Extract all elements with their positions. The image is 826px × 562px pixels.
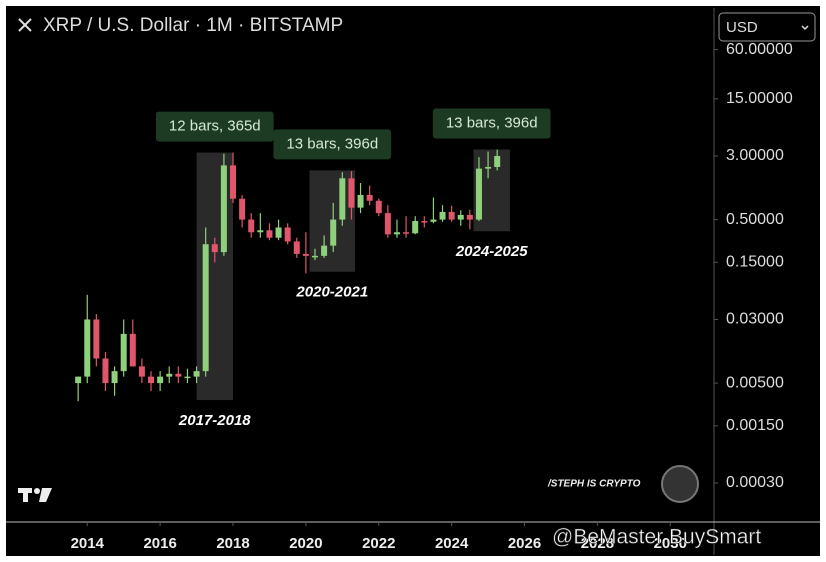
candle-body — [157, 376, 164, 384]
candle-body — [257, 230, 264, 233]
x-tick-label: 2026 — [508, 535, 541, 552]
candles — [75, 149, 501, 402]
author-watermark: /STEPH IS CRYPTO — [547, 479, 641, 490]
x-tick-label: 2022 — [362, 535, 395, 552]
candle-body — [138, 366, 145, 377]
y-tick-label: 0.00500 — [726, 374, 784, 391]
candle-body — [302, 253, 309, 256]
candle-body — [348, 178, 355, 208]
x-tick-label: 2020 — [289, 535, 322, 552]
candle-body — [148, 376, 155, 384]
candle-body — [375, 200, 382, 214]
tv-logo — [18, 488, 52, 502]
candle-body — [330, 219, 337, 246]
candle-body — [211, 244, 218, 253]
candle-body — [220, 165, 227, 253]
candle-body — [230, 165, 237, 199]
period-label: 2024-2025 — [455, 243, 528, 260]
candle-body — [466, 214, 473, 220]
candle-body — [403, 232, 410, 234]
title: XRP / U.S. Dollar · 1M · BITSTAMP — [43, 15, 343, 36]
candle-body — [357, 194, 364, 208]
avatar — [661, 465, 699, 503]
candle-body — [293, 241, 300, 254]
period-label: 2020-2021 — [295, 284, 368, 301]
candle-body — [284, 227, 291, 242]
candle-body — [248, 219, 255, 233]
candle-body — [321, 245, 328, 256]
candle-body — [384, 213, 391, 235]
currency-label: USD — [726, 19, 758, 36]
candle-body — [166, 373, 173, 377]
candle-body — [184, 376, 191, 379]
period-label: 2017-2018 — [178, 412, 251, 429]
y-tick-label: 0.00150 — [726, 417, 784, 434]
candle-body — [439, 211, 446, 220]
candle-body — [494, 155, 501, 167]
candle-body — [485, 166, 492, 169]
candle-body — [175, 373, 182, 377]
annotation-label: 12 bars, 365d — [169, 118, 261, 135]
y-tick-label: 0.03000 — [726, 311, 784, 328]
annotation-label-bg — [432, 108, 551, 139]
overlay-watermark: @BeMaster BuySmart — [552, 526, 761, 549]
x-tick-label: 2028 — [581, 535, 614, 552]
candle-body — [339, 178, 346, 220]
x-tick-label: 2024 — [435, 535, 469, 552]
chevron — [801, 25, 809, 31]
annotation-label: 13 bars, 396d — [286, 135, 378, 152]
candle-body — [421, 221, 428, 223]
annotation-labels: 12 bars, 365d 2017-2018 13 bars, 396d 2020-… — [155, 108, 551, 429]
x-tick-label: 2018 — [216, 535, 249, 552]
candle-body — [93, 319, 100, 359]
annotation-label-bg — [273, 129, 392, 160]
candle-body — [311, 255, 318, 258]
candle-body — [475, 168, 482, 220]
candle-body — [193, 371, 200, 377]
candle-body — [430, 219, 437, 222]
annotations — [196, 149, 510, 401]
plot-area: 60.00000 15.00000 3.00000 0.50000 0.15000 0.0… — [71, 41, 793, 552]
close-icon[interactable] — [18, 18, 32, 32]
candle-body — [120, 333, 127, 372]
candle-body — [102, 358, 109, 384]
candle-body — [84, 319, 91, 377]
candle-body — [448, 211, 455, 220]
overlay: XRP / U.S. Dollar · 1M · BITSTAMP USD /S… — [18, 10, 818, 549]
y-tick-label: 0.50000 — [726, 211, 784, 228]
candle-body — [457, 214, 464, 220]
candle-body — [266, 230, 273, 238]
candle-body — [129, 333, 136, 367]
candle-body — [202, 244, 209, 372]
candle-body — [75, 376, 82, 384]
y-tick-label: 15.00000 — [726, 90, 793, 107]
highlight-box — [196, 152, 234, 401]
candle-body — [393, 232, 400, 235]
annotation-label: 13 bars, 396d — [446, 114, 538, 131]
candle-body — [239, 198, 246, 220]
x-tick-label: 2016 — [143, 535, 176, 552]
candle-body — [111, 371, 118, 384]
currency-select[interactable] — [718, 12, 816, 42]
y-tick-label: 60.00000 — [726, 41, 793, 58]
y-tick-label: 0.15000 — [726, 254, 784, 271]
background — [6, 6, 820, 556]
x-tick-label: 2014 — [71, 535, 105, 552]
candle-body — [412, 221, 419, 234]
candle-body — [366, 194, 373, 201]
candle-body — [275, 227, 282, 238]
x-tick-label: 2030 — [654, 535, 687, 552]
annotation-label-bg — [155, 111, 274, 142]
y-tick-label: 3.00000 — [726, 147, 784, 164]
y-tick-label: 0.00030 — [726, 474, 784, 491]
